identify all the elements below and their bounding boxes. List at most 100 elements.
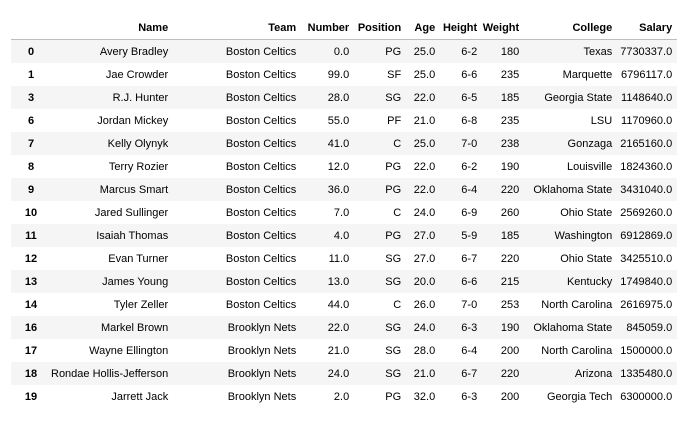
table-cell: 5-9 <box>461 229 478 242</box>
table-cell: Boston Celtics <box>225 91 297 104</box>
table-cell: 220 <box>500 252 520 265</box>
table-cell: Markel Brown <box>100 321 169 334</box>
table-cell: 1335480.0 <box>620 367 673 380</box>
table-cell: 21.0 <box>327 344 350 357</box>
table-cell: Boston Celtics <box>225 183 297 196</box>
table-cell: 22.0 <box>413 91 436 104</box>
table-row: 12 Evan Turner Boston Celtics 11.0 SG 27.0 6-7… <box>11 247 678 270</box>
table-cell: 235 <box>500 114 520 127</box>
table-cell: Isaiah Thomas <box>96 229 169 242</box>
table-cell: 180 <box>500 45 520 58</box>
table-cell: Brooklyn Nets <box>227 367 297 380</box>
table-cell: Marcus Smart <box>99 183 169 196</box>
table-cell: SG <box>385 344 402 357</box>
column-header: Height <box>440 17 483 40</box>
table-cell: Boston Celtics <box>225 137 297 150</box>
table-cell: Jordan Mickey <box>97 114 169 127</box>
table-cell: Georgia State <box>544 91 613 104</box>
table-cell: 6-3 <box>461 321 478 334</box>
table-cell: Washington <box>554 229 613 242</box>
table-cell: 2569260.0 <box>620 206 673 219</box>
table-cell: 185 <box>500 91 520 104</box>
table-cell: Terry Rozier <box>108 160 169 173</box>
table-cell: 6-2 <box>461 160 478 173</box>
table-cell: Evan Turner <box>108 252 169 265</box>
table-scroll-area[interactable]: Name Team Number Position Age Height Weight Col… <box>0 0 682 414</box>
table-cell: 6912869.0 <box>620 229 673 242</box>
horizontal-scrollbar[interactable] <box>0 416 682 436</box>
table-cell: SG <box>385 91 402 104</box>
table-cell: 6796117.0 <box>621 68 673 81</box>
table-cell: Boston Celtics <box>225 252 297 265</box>
column-header: Age <box>406 17 441 40</box>
table-cell: 6300000.0 <box>620 390 673 403</box>
table-cell: 7-0 <box>461 137 478 150</box>
table-cell: 20.0 <box>413 275 436 288</box>
table-row: 1 Jae Crowder Boston Celtics 99.0 SF 25.0 6-6 2… <box>11 63 678 86</box>
table-cell: Rondae Hollis-Jefferson <box>51 367 169 380</box>
vertical-scrollbar[interactable] <box>682 0 690 436</box>
column-header: Name <box>51 17 174 40</box>
table-cell: 41.0 <box>327 137 350 150</box>
table-row: 11 Isaiah Thomas Boston Celtics 4.0 PG 27.0 5-… <box>11 224 678 247</box>
table-cell: Kelly Olynyk <box>107 137 169 150</box>
table-cell: North Carolina <box>541 298 613 311</box>
row-index: 17 <box>24 344 38 357</box>
table-cell: 21.0 <box>413 114 436 127</box>
table-cell: PG <box>385 45 402 58</box>
table-row: 9 Marcus Smart Boston Celtics 36.0 PG 22.0 6-4… <box>11 178 678 201</box>
table-cell: 6-3 <box>461 390 478 403</box>
row-index: 16 <box>24 321 38 334</box>
table-row: 3 R.J. Hunter Boston Celtics 28.0 SG 22.0 6-5 1… <box>11 86 678 109</box>
table-cell: 1500000.0 <box>620 344 673 357</box>
table-cell: 44.0 <box>327 298 350 311</box>
table-cell: 6-5 <box>461 91 478 104</box>
table-cell: 0.0 <box>333 45 350 58</box>
row-index: 8 <box>27 160 35 173</box>
table-cell: 12.0 <box>327 160 350 173</box>
table-cell: Marquette <box>562 68 613 81</box>
row-index: 9 <box>27 183 35 196</box>
table-cell: SG <box>385 275 402 288</box>
table-cell: 6-4 <box>461 183 478 196</box>
table-cell: 190 <box>500 321 520 334</box>
table-cell: 235 <box>500 68 520 81</box>
row-index: 19 <box>24 390 38 403</box>
table-cell: SG <box>385 321 402 334</box>
table-cell: 7-0 <box>461 298 478 311</box>
table-cell: 845059.0 <box>626 321 673 334</box>
table-cell: Boston Celtics <box>225 45 297 58</box>
table-row: 19 Jarrett Jack Brooklyn Nets 2.0 PG 32.0 6-3 2… <box>11 385 678 408</box>
table-row: 13 James Young Boston Celtics 13.0 SG 20.0 6-6… <box>11 270 678 293</box>
table-body: 0 Avery Bradley Boston Celtics 0.0 PG 25.0 6-2… <box>11 39 678 408</box>
table-cell: SG <box>385 252 402 265</box>
row-index: 7 <box>27 137 35 150</box>
row-index: 14 <box>24 298 38 311</box>
table-cell: Gonzaga <box>567 137 613 150</box>
table-row: 14 Tyler Zeller Boston Celtics 44.0 C 26.0 7-0… <box>11 293 678 316</box>
table-cell: 200 <box>500 390 520 403</box>
table-cell: C <box>393 206 402 219</box>
table-cell: Arizona <box>574 367 613 380</box>
table-cell: 6-9 <box>461 206 478 219</box>
row-index: 11 <box>25 229 37 242</box>
table-cell: C <box>393 137 402 150</box>
dataframe-table: Name Team Number Position Age Height Weight Col… <box>11 17 678 408</box>
table-cell: Jarrett Jack <box>111 390 169 403</box>
table-cell: 260 <box>500 206 520 219</box>
table-cell: Jae Crowder <box>105 68 169 81</box>
table-cell: SF <box>387 68 402 81</box>
table-cell: 11.0 <box>328 252 350 265</box>
table-cell: 253 <box>500 298 520 311</box>
index-header <box>11 17 51 40</box>
table-cell: 1824360.0 <box>620 160 673 173</box>
row-index: 10 <box>24 206 38 219</box>
table-header: Name Team Number Position Age Height Weight Col… <box>11 17 678 40</box>
table-cell: 4.0 <box>333 229 350 242</box>
table-cell: C <box>393 298 402 311</box>
table-cell: 27.0 <box>413 252 436 265</box>
table-cell: 1749840.0 <box>620 275 673 288</box>
table-cell: 28.0 <box>327 91 350 104</box>
table-cell: 28.0 <box>413 344 436 357</box>
